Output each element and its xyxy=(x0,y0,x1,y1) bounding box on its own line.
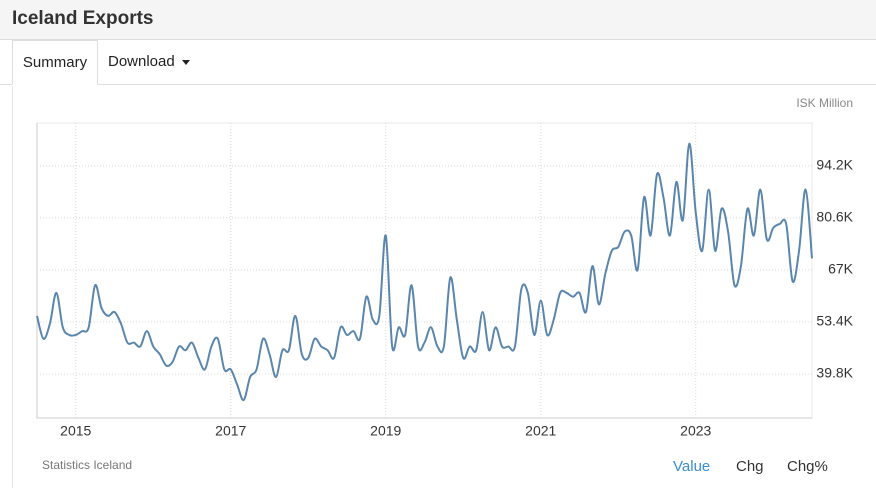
x-tick-label: 2017 xyxy=(215,423,246,439)
chg-button[interactable]: Chg xyxy=(736,458,764,475)
y-tick-label: 39.8K xyxy=(816,365,853,381)
value-button[interactable]: Value xyxy=(673,458,711,475)
y-tick-label: 67K xyxy=(828,261,854,277)
summary-tab[interactable]: Summary xyxy=(12,40,98,85)
y-tick-label: 53.4K xyxy=(816,313,853,329)
unit-label: ISK Million xyxy=(796,96,853,110)
download-tab[interactable]: Download xyxy=(108,40,190,85)
page-title: Iceland Exports xyxy=(12,8,154,29)
dropdown-caret xyxy=(181,59,190,65)
x-tick-label: 2015 xyxy=(60,423,91,439)
x-tick-label: 2023 xyxy=(680,423,711,439)
x-tick-label: 2019 xyxy=(370,423,401,439)
source-label: Statistics Iceland xyxy=(42,458,132,472)
x-tick-label: 2021 xyxy=(525,423,556,439)
chg-pct-button[interactable]: Chg% xyxy=(787,458,828,475)
download-label: Download xyxy=(108,53,175,70)
tab-bar: Summary Download xyxy=(0,40,876,85)
chart-panel xyxy=(12,86,876,488)
y-tick-label: 94.2K xyxy=(816,157,853,173)
y-tick-label: 80.6K xyxy=(816,209,853,225)
data-line xyxy=(36,142,813,402)
title-bar: Iceland Exports xyxy=(0,0,876,40)
